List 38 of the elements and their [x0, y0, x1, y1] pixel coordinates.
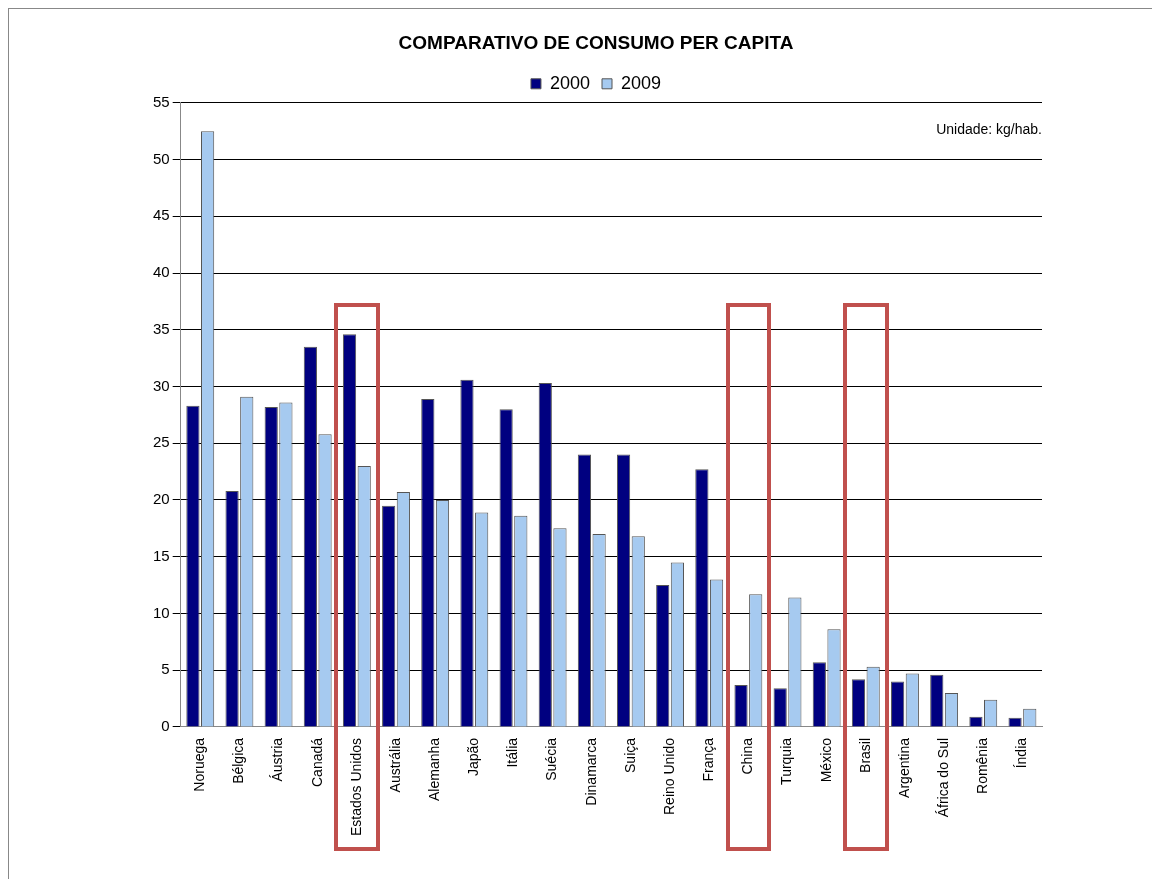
y-tick-label: 35 [153, 319, 170, 337]
chart-title: COMPARATIVO DE CONSUMO PER CAPITA [398, 31, 794, 53]
x-tick-label: África do Sul [934, 737, 951, 818]
x-tick-label: Romênia [974, 737, 991, 794]
x-tick-label: Turquia [778, 737, 795, 785]
legend-label: 2000 [549, 72, 590, 93]
x-tick-label: Argentina [895, 737, 912, 798]
y-tick-label: 45 [153, 206, 170, 224]
x-tick-label: Noruega [191, 737, 208, 792]
x-tick-label: Itália [504, 737, 521, 768]
x-tick-label: França [700, 737, 717, 782]
y-tick-label: 30 [153, 376, 170, 394]
x-tick-label: Áustria [269, 737, 286, 782]
y-tick-label: 40 [153, 263, 170, 281]
x-tick-label: Brasil [856, 737, 873, 773]
x-tick-label: Suécia [543, 737, 560, 781]
x-tick-label: Reino Unido [660, 737, 677, 816]
x-tick-label: Japão [465, 737, 482, 777]
y-tick-label: 5 [161, 660, 170, 678]
y-tick-label: 55 [153, 92, 170, 110]
x-tick-label: México [817, 737, 834, 783]
x-tick-label: Austrália [386, 737, 403, 793]
y-tick-label: 20 [153, 490, 170, 508]
y-tick-label: 15 [153, 546, 170, 564]
x-tick-label: Alemanha [426, 737, 443, 801]
x-tick-label: China [739, 737, 756, 775]
x-tick-label: Índia [1013, 737, 1030, 769]
x-tick-label: Estados Unidos [347, 737, 364, 837]
x-tick-label: Canadá [308, 737, 325, 787]
annotation: Unidade: kg/hab. [936, 120, 1042, 137]
legend-label: 2009 [621, 72, 662, 93]
y-tick-label: 25 [153, 433, 170, 451]
y-tick-label: 0 [161, 717, 170, 735]
x-tick-label: Suiça [621, 737, 638, 773]
y-tick-label: 50 [153, 149, 170, 167]
x-tick-label: Bélgica [230, 737, 247, 784]
x-tick-label: Dinamarca [582, 737, 599, 806]
y-tick-label: 10 [153, 603, 170, 621]
